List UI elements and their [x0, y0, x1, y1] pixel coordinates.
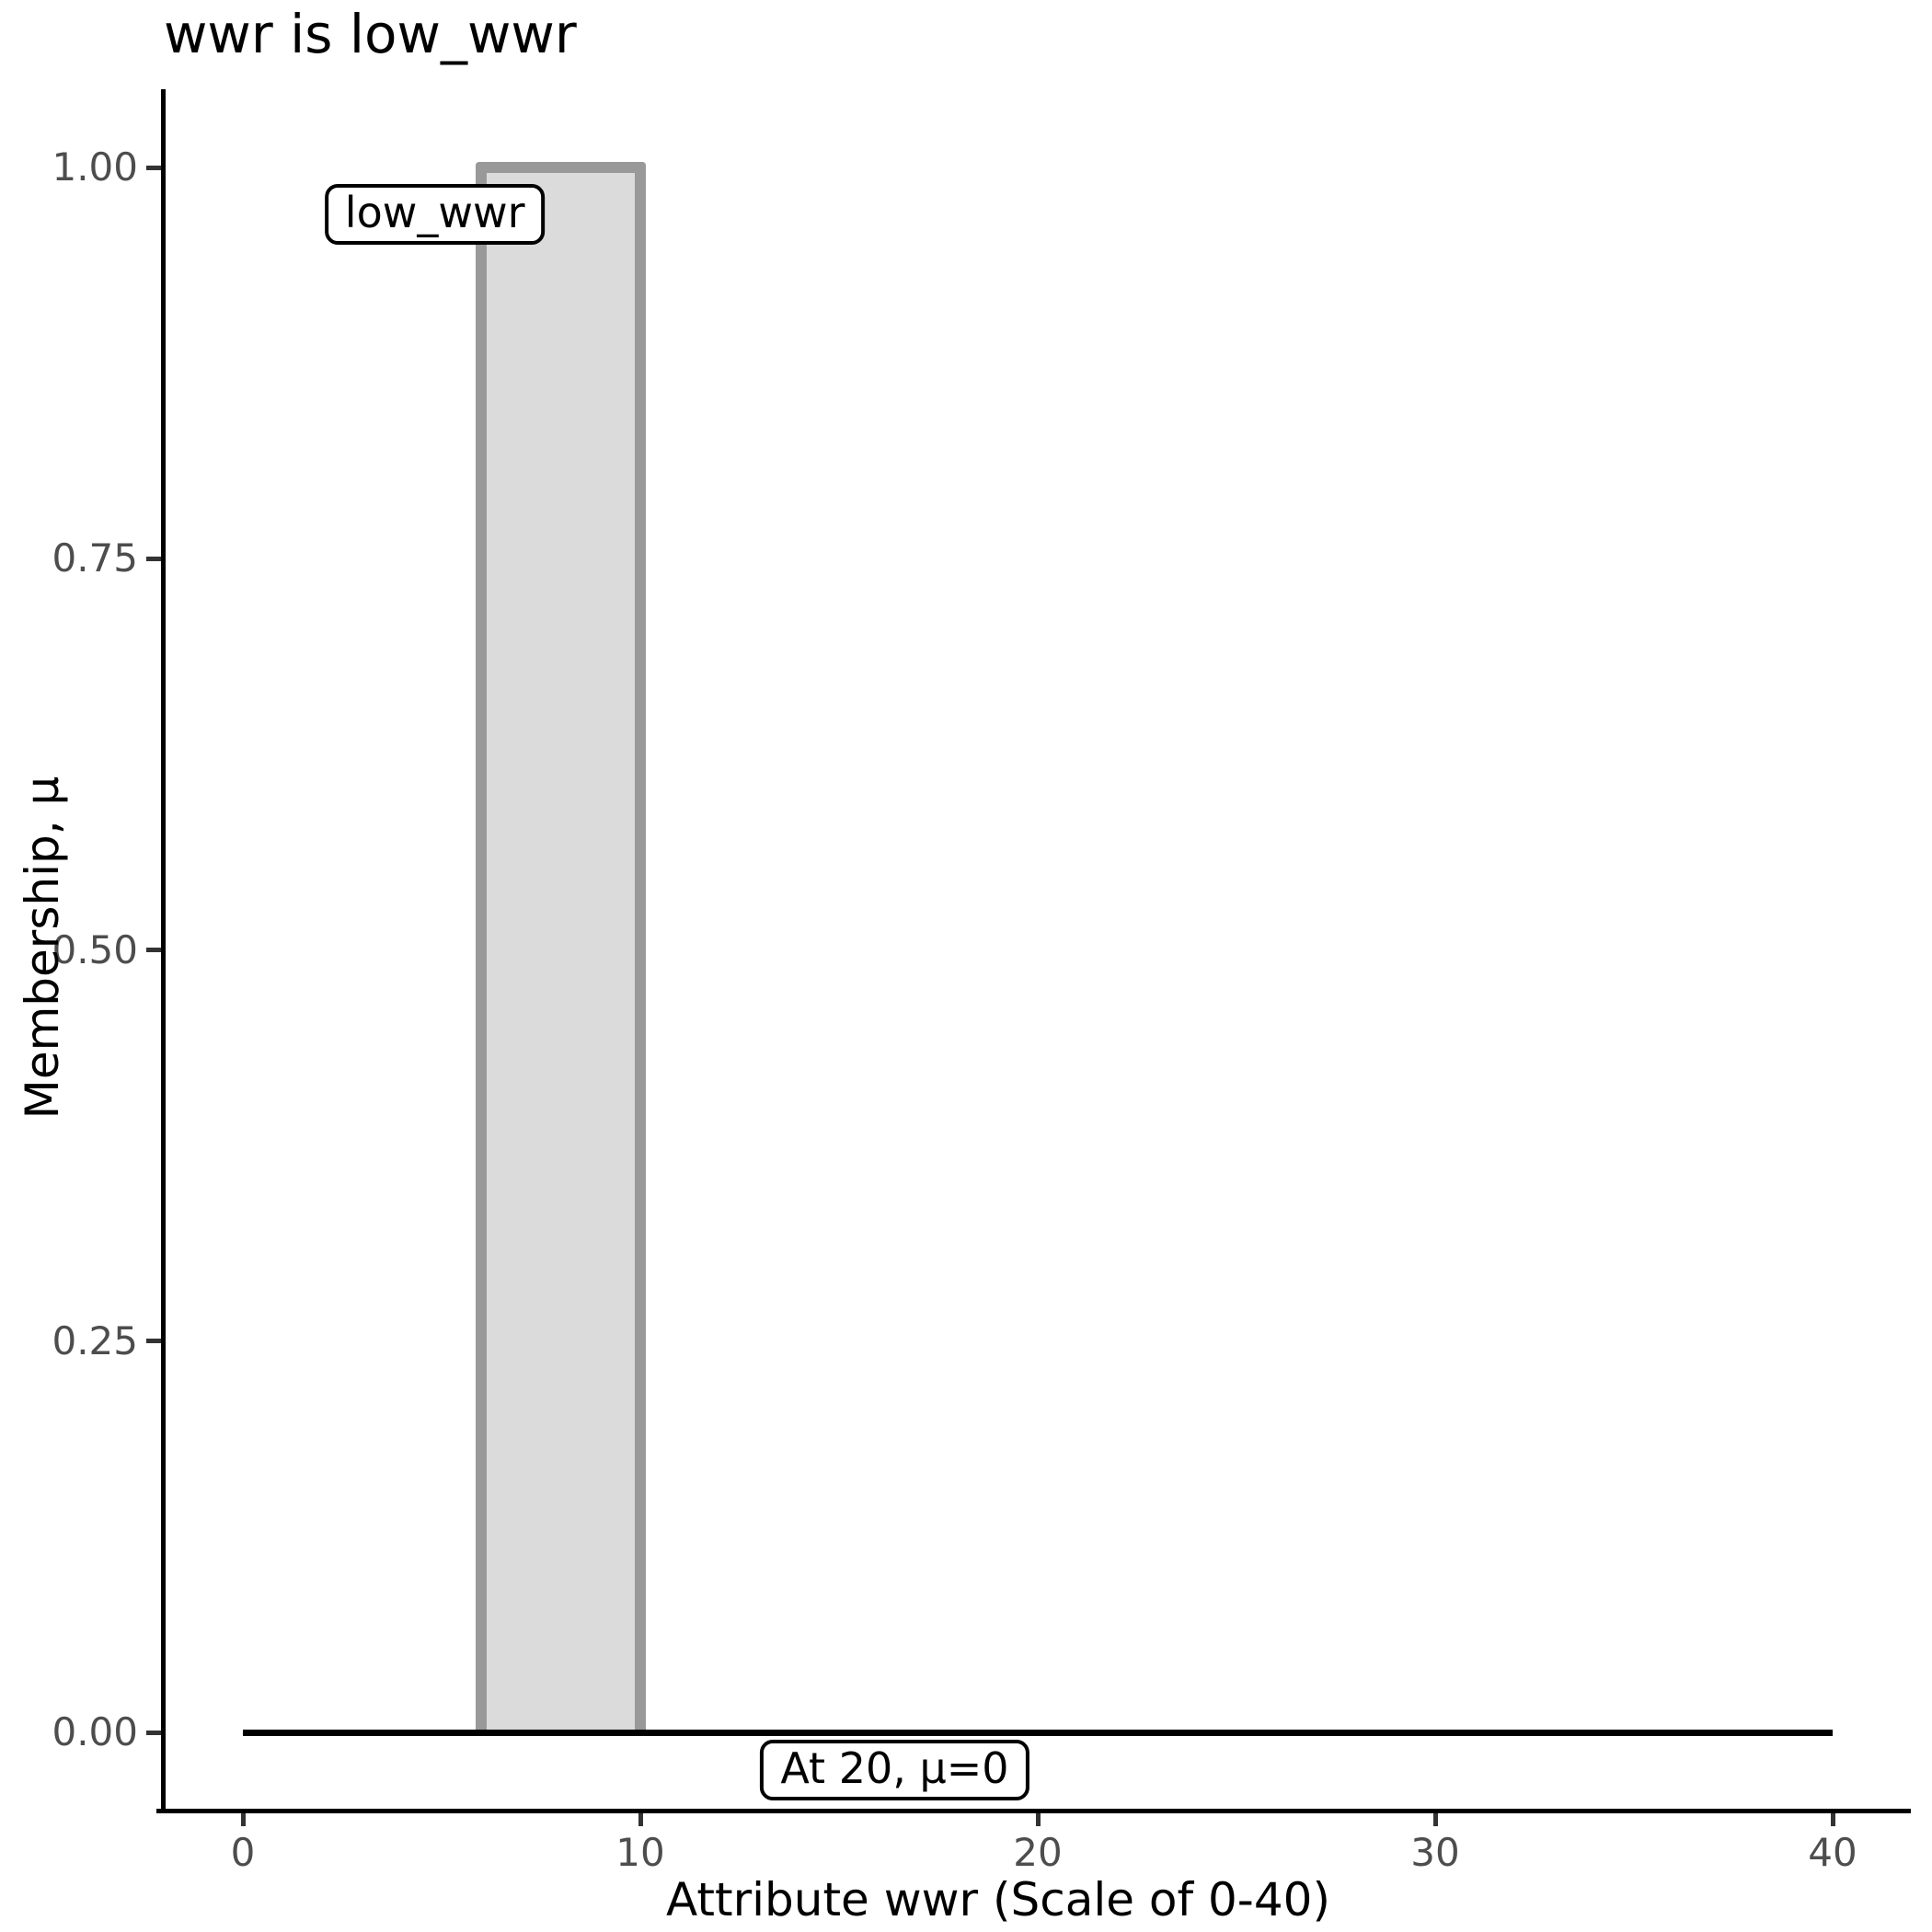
y-tick-mark	[146, 1730, 161, 1735]
x-tick-mark	[1432, 1813, 1438, 1826]
mu-at-20-annotation: At 20, μ=0	[760, 1739, 1029, 1800]
chart-title: wwr is low_wwr	[164, 3, 577, 65]
y-tick-label: 0.50	[52, 926, 138, 972]
x-tick-mark	[1035, 1813, 1041, 1826]
y-tick-label: 0.25	[52, 1317, 138, 1363]
x-tick-label: 20	[1013, 1830, 1063, 1875]
x-tick-mark	[240, 1813, 246, 1826]
membership-bar-low-wwr	[476, 162, 646, 1735]
x-axis-title: Attribute wwr (Scale of 0-40)	[666, 1873, 1330, 1926]
y-tick-mark	[146, 1339, 161, 1344]
x-tick-label: 40	[1808, 1830, 1857, 1875]
y-tick-mark	[146, 556, 161, 561]
x-tick-label: 0	[230, 1830, 256, 1875]
x-tick-mark	[1830, 1813, 1835, 1826]
zero-membership-line	[243, 1729, 1833, 1736]
x-axis-line	[156, 1809, 1911, 1813]
y-axis-title: Membership, μ	[16, 776, 69, 1120]
y-tick-label: 0.75	[52, 535, 138, 581]
y-tick-label: 1.00	[52, 144, 138, 190]
low-wwr-annotation: low_wwr	[324, 184, 546, 246]
x-tick-label: 10	[615, 1830, 665, 1875]
x-tick-mark	[638, 1813, 643, 1826]
y-tick-label: 0.00	[52, 1709, 138, 1754]
y-tick-mark	[146, 948, 161, 952]
y-tick-mark	[146, 165, 161, 170]
x-tick-label: 30	[1410, 1830, 1460, 1875]
y-axis-line	[161, 89, 166, 1813]
